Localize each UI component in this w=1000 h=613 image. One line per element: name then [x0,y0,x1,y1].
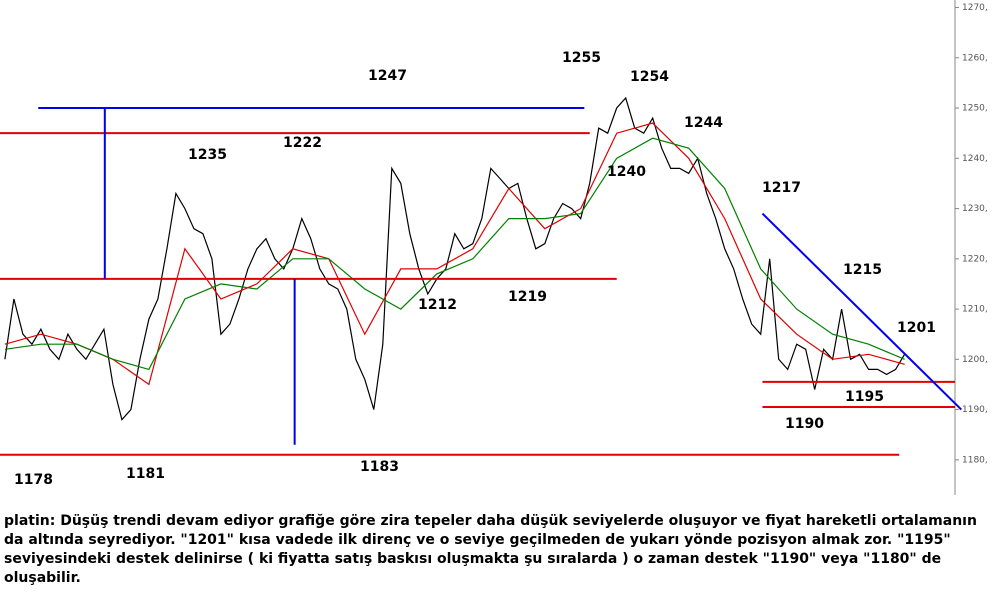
chart: 1180, 1190, 1200, 1210, 1220, 1230, 1240, 1250,… [0,0,988,495]
annotation: 1215 [843,262,882,278]
y-tick-label: 1220, [962,254,988,264]
annotation: 1222 [283,135,322,151]
y-tick-label: 1240, [962,154,988,164]
annotation: 1244 [684,115,723,131]
annotation: 1178 [14,472,53,488]
annotation: 1217 [762,180,801,196]
annotation: 1181 [126,466,165,482]
annotation: 1255 [562,50,601,66]
annotation: 1219 [508,289,547,305]
ma-fast-line [4,122,905,386]
caption: platin: Düşüş trendi devam ediyor grafiğ… [4,513,977,586]
y-tick-label: 1190, [962,405,988,415]
y-tick-label: 1260, [962,53,988,63]
annotation: 1195 [845,389,884,405]
y-tick-label: 1270, [962,3,988,13]
annotation: 1190 [785,416,824,432]
annotation: 1212 [418,297,457,313]
ma-slow-line [4,137,905,371]
price-line [4,96,906,421]
annotation: 1247 [368,68,407,84]
annotation: 1235 [188,147,227,163]
y-tick-label: 1180, [962,455,988,465]
annotation: 1254 [630,69,669,85]
y-tick-label: 1250, [962,104,988,114]
y-tick-label: 1200, [962,355,988,365]
annotation: 1240 [607,164,646,180]
annotation: 1201 [897,320,936,336]
y-tick-label: 1210, [962,305,988,315]
level-line [761,212,962,411]
y-tick-label: 1230, [962,204,988,214]
annotation: 1183 [360,459,399,475]
